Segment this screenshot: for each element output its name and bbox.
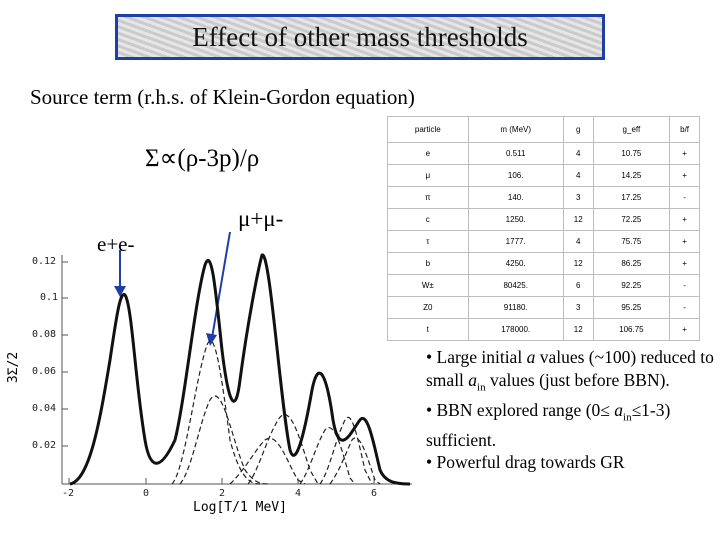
table-cell: 106. bbox=[467, 164, 564, 187]
table-cell: 1250. bbox=[467, 208, 564, 231]
y-tick-label: 0.04 bbox=[32, 403, 57, 414]
slide-title: Effect of other mass thresholds bbox=[192, 21, 528, 52]
y-tick-label: 0.06 bbox=[32, 366, 57, 377]
y-tick-label: 0.02 bbox=[32, 440, 57, 451]
table-cell: c bbox=[387, 208, 469, 231]
table-cell: μ bbox=[387, 164, 469, 187]
table-cell: W± bbox=[387, 274, 469, 297]
table-cell: 12 bbox=[562, 252, 594, 275]
table-cell: 72.25 bbox=[592, 208, 671, 231]
table-cell: - bbox=[669, 296, 700, 319]
table-cell: 91180. bbox=[467, 296, 564, 319]
y-tick-label: 0.12 bbox=[32, 256, 57, 267]
dashed-curve-t bbox=[329, 437, 381, 485]
x-axis-label: Log[T/1 MeV] bbox=[193, 500, 287, 515]
table-cell: - bbox=[669, 274, 700, 297]
y-axis-label: 3Σ/2 bbox=[6, 351, 22, 384]
table-cell: 106.75 bbox=[592, 318, 671, 341]
source-formula: Σ∝(ρ-3p)/ρ bbox=[145, 145, 260, 172]
table-cell: 75.75 bbox=[592, 230, 671, 253]
table-row: Z0 91180. 3 95.25 - bbox=[387, 296, 700, 319]
table-cell: 140. bbox=[467, 186, 564, 209]
table-cell: 14.25 bbox=[592, 164, 671, 187]
table-header-row: particle m (MeV) g g_eff b/f bbox=[387, 116, 700, 143]
dashed-curve-w bbox=[319, 416, 373, 485]
x-tick-label: 0 bbox=[143, 488, 150, 499]
bullet-item: • Large initial a values (~100) reduced … bbox=[426, 347, 714, 393]
x-tick-label: 6 bbox=[371, 488, 378, 499]
y-tick-label: 0.1 bbox=[40, 292, 59, 303]
column-header: b/f bbox=[669, 116, 700, 143]
column-header: particle bbox=[387, 116, 469, 143]
column-header: g bbox=[562, 116, 594, 143]
table-cell: + bbox=[669, 230, 700, 253]
table-cell: 4 bbox=[562, 230, 594, 253]
dashed-curve-c bbox=[229, 437, 306, 485]
y-tick-label: 0.08 bbox=[32, 329, 57, 340]
dashed-curve-tau bbox=[247, 414, 319, 485]
table-cell: t bbox=[387, 318, 469, 341]
x-tick-label: 2 bbox=[219, 488, 226, 499]
slide-title-box: Effect of other mass thresholds bbox=[115, 14, 605, 60]
table-cell: 12 bbox=[562, 208, 594, 231]
bullet-item: • BBN explored range (0≤ ain≤1-3) suffic… bbox=[426, 399, 671, 450]
table-row: b 4250. 12 86.25 + bbox=[387, 252, 700, 275]
table-cell: 86.25 bbox=[592, 252, 671, 275]
mu-arrow bbox=[211, 231, 231, 339]
table-cell: + bbox=[669, 142, 700, 165]
table-cell: 4 bbox=[562, 142, 594, 165]
table-cell: 4 bbox=[562, 164, 594, 187]
table-cell: 92.25 bbox=[592, 274, 671, 297]
table-row: t 178000. 12 106.75 + bbox=[387, 318, 700, 341]
dashed-curve-pi bbox=[171, 340, 261, 485]
mu-arrowhead bbox=[206, 333, 217, 346]
table-row: μ 106. 4 14.25 + bbox=[387, 164, 700, 187]
table-cell: + bbox=[669, 208, 700, 231]
table-cell: 4250. bbox=[467, 252, 564, 275]
table-cell: 12 bbox=[562, 318, 594, 341]
x-tick-label: -2 bbox=[62, 488, 75, 499]
table-cell: - bbox=[669, 186, 700, 209]
table-cell: 17.25 bbox=[592, 186, 671, 209]
mu-pair-label: μ+μ- bbox=[238, 206, 284, 231]
table-cell: + bbox=[669, 318, 700, 341]
table-cell: 95.25 bbox=[592, 296, 671, 319]
dashed-curve-mu bbox=[179, 395, 271, 485]
table-row: τ 1777. 4 75.75 + bbox=[387, 230, 700, 253]
table-cell: π bbox=[387, 186, 469, 209]
total-curve bbox=[69, 253, 411, 486]
table-cell: + bbox=[669, 164, 700, 187]
x-tick-label: 4 bbox=[295, 488, 302, 499]
table-row: e 0.511 4 10.75 + bbox=[387, 142, 700, 165]
table-cell: Z0 bbox=[387, 296, 469, 319]
table-cell: 3 bbox=[562, 186, 594, 209]
table-cell: 6 bbox=[562, 274, 594, 297]
table-cell: 3 bbox=[562, 296, 594, 319]
bullet-item: • Powerful drag towards GR bbox=[426, 452, 625, 472]
slide-subtitle: Source term (r.h.s. of Klein-Gordon equa… bbox=[30, 85, 415, 109]
particle-table: particle m (MeV) g g_eff b/f e 0.511 4 1… bbox=[387, 116, 700, 341]
ee-arrowhead bbox=[114, 286, 126, 297]
table-cell: 178000. bbox=[467, 318, 564, 341]
table-cell: τ bbox=[387, 230, 469, 253]
ee-pair-label: e+e- bbox=[97, 232, 135, 256]
table-row: W± 80425. 6 92.25 - bbox=[387, 274, 700, 297]
table-cell: 10.75 bbox=[592, 142, 671, 165]
column-header: g_eff bbox=[592, 116, 671, 143]
bullet-list: • Large initial a values (~100) reduced … bbox=[426, 346, 716, 474]
table-cell: + bbox=[669, 252, 700, 275]
dashed-curve-b bbox=[299, 427, 356, 485]
table-cell: 0.511 bbox=[467, 142, 564, 165]
table-cell: 1777. bbox=[467, 230, 564, 253]
column-header: m (MeV) bbox=[467, 116, 564, 143]
table-row: c 1250. 12 72.25 + bbox=[387, 208, 700, 231]
table-cell: b bbox=[387, 252, 469, 275]
table-cell: e bbox=[387, 142, 469, 165]
table-row: π 140. 3 17.25 - bbox=[387, 186, 700, 209]
table-cell: 80425. bbox=[467, 274, 564, 297]
